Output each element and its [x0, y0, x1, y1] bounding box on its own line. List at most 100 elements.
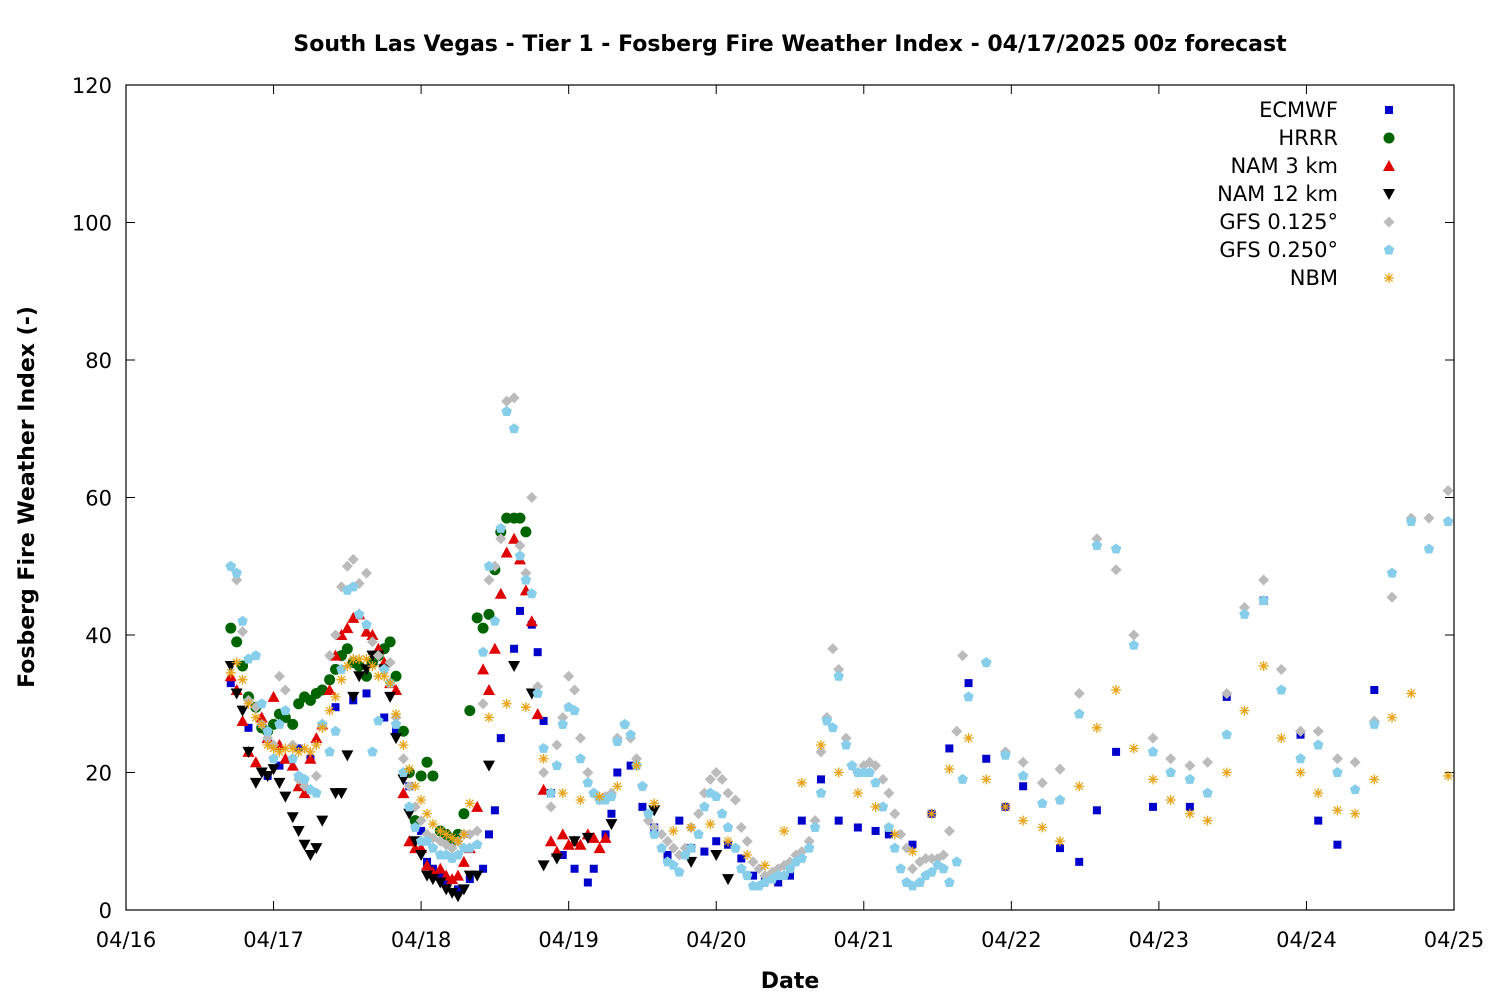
data-point: [279, 684, 291, 696]
data-point: [827, 722, 839, 733]
data-point: [1037, 797, 1048, 808]
data-point: [390, 733, 403, 745]
data-point: [316, 815, 329, 827]
data-point: [471, 800, 484, 812]
data-point: [796, 852, 808, 863]
data-point: [508, 660, 521, 672]
data-point: [700, 847, 709, 856]
data-point: [477, 698, 489, 710]
data-point: [846, 760, 858, 771]
data-point: [963, 733, 974, 744]
data-point: [605, 819, 618, 831]
data-point: [648, 805, 661, 817]
data-point: [384, 657, 396, 668]
data-point: [716, 773, 728, 785]
data-point: [454, 885, 462, 894]
data-point: [347, 611, 360, 623]
data-point: [1332, 767, 1343, 777]
data-point: [342, 660, 353, 671]
data-point: [226, 679, 235, 688]
data-point: [1221, 767, 1232, 778]
data-point: [415, 770, 427, 782]
data-point: [421, 859, 434, 871]
data-point: [926, 852, 938, 864]
y-tick-label: 0: [99, 899, 112, 923]
data-point: [508, 392, 520, 404]
data-point: [464, 798, 475, 809]
data-point: [250, 650, 262, 661]
data-point: [477, 663, 490, 675]
data-point: [1275, 663, 1287, 675]
data-point: [515, 606, 524, 615]
data-point: [759, 877, 771, 887]
data-point: [938, 863, 949, 874]
data-point: [330, 691, 341, 702]
data-point: [853, 823, 862, 832]
data-point: [361, 654, 372, 665]
data-point: [262, 740, 273, 750]
data-point: [648, 822, 660, 833]
data-point: [747, 856, 759, 868]
data-point: [373, 671, 384, 682]
data-point: [299, 743, 310, 754]
x-tick-label: 04/24: [1276, 928, 1337, 952]
data-point: [367, 746, 378, 757]
data-point: [1128, 629, 1140, 641]
data-point: [693, 828, 704, 839]
data-point: [500, 546, 513, 558]
data-point: [373, 715, 384, 726]
data-point: [488, 642, 501, 654]
data-point: [643, 808, 654, 819]
data-point: [392, 727, 401, 736]
data-point: [1147, 774, 1158, 785]
data-point: [341, 750, 354, 762]
data-point: [749, 871, 758, 880]
data-point: [568, 836, 581, 848]
data-point: [937, 849, 949, 861]
data-point: [981, 657, 992, 667]
data-point: [404, 801, 415, 812]
data-point: [250, 712, 261, 723]
data-point: [612, 736, 623, 747]
data-point: [446, 887, 459, 899]
data-point: [525, 615, 538, 627]
data-point: [427, 770, 439, 782]
data-point: [649, 798, 660, 809]
data-point: [906, 863, 918, 875]
data-point: [508, 532, 521, 544]
data-point: [409, 815, 421, 827]
data-point: [710, 850, 723, 861]
axis-ticks: 04/16 04/17 04/18 04/19 04/20 04/21 04/22 04/23…: [72, 74, 1484, 952]
data-point: [293, 746, 304, 757]
data-point: [256, 698, 267, 709]
data-point: [292, 825, 305, 837]
data-point: [287, 743, 298, 754]
data-point: [551, 739, 563, 751]
data-point: [317, 722, 328, 733]
data-point: [779, 825, 790, 836]
data-point: [649, 828, 660, 839]
data-point: [786, 871, 794, 880]
data-point: [668, 859, 679, 870]
data-point: [796, 846, 808, 858]
data-point: [631, 753, 643, 765]
data-point: [225, 667, 236, 678]
data-point: [1184, 773, 1196, 784]
data-point: [538, 753, 549, 764]
data-point: [378, 663, 390, 674]
data-point: [870, 760, 882, 772]
data-point: [1037, 822, 1048, 833]
data-point: [656, 842, 667, 853]
data-point: [483, 608, 495, 620]
data-point: [274, 718, 285, 729]
data-point: [827, 643, 839, 655]
data-point: [944, 877, 955, 887]
data-point: [809, 815, 821, 827]
data-point: [1165, 795, 1176, 805]
data-point: [1147, 732, 1159, 744]
data-point: [261, 770, 274, 782]
data-point: [626, 761, 635, 770]
data-point: [735, 822, 747, 833]
plot-frame: [125, 84, 1455, 911]
